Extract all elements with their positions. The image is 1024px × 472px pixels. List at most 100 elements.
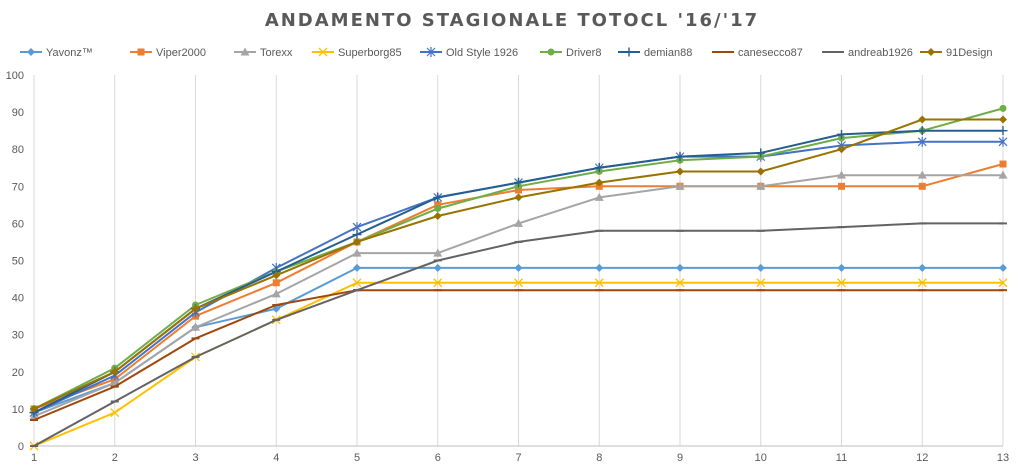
legend-item: canesecco87 — [712, 47, 803, 59]
data-point — [998, 278, 1008, 288]
data-point — [918, 115, 927, 124]
y-tick-label: 10 — [12, 404, 24, 416]
legend-label: andreab1926 — [848, 47, 913, 59]
data-point — [352, 248, 362, 257]
chart-title: ANDAMENTO STAGIONALE TOTOCL '16/'17 — [264, 10, 760, 31]
data-point — [837, 278, 846, 288]
legend-marker — [240, 47, 250, 56]
data-point — [433, 192, 443, 202]
legend-label: Old Style 1926 — [446, 47, 518, 59]
x-tick-label: 10 — [755, 452, 767, 464]
y-tick-label: 50 — [12, 256, 24, 268]
x-tick-label: 5 — [354, 452, 360, 464]
data-point — [756, 148, 766, 158]
data-point — [594, 192, 604, 201]
x-tick-label: 2 — [112, 452, 118, 464]
legend-item: Superborg85 — [312, 47, 402, 59]
legend-label: canesecco87 — [738, 47, 803, 59]
data-point — [433, 263, 442, 272]
legend-item: andreab1926 — [822, 47, 913, 59]
data-point — [514, 178, 523, 188]
y-tick-label: 70 — [12, 181, 24, 193]
y-tick-label: 80 — [12, 144, 24, 156]
data-point — [434, 201, 442, 209]
data-point — [515, 186, 522, 194]
data-point — [998, 136, 1008, 147]
data-point — [999, 160, 1007, 168]
legend-marker — [137, 48, 145, 56]
data-point — [917, 126, 927, 136]
data-point — [837, 145, 846, 154]
legend-item: Yavonz™ — [20, 47, 93, 59]
x-tick-label: 7 — [515, 452, 521, 464]
data-point — [271, 289, 281, 298]
data-point — [675, 181, 685, 190]
data-point — [917, 170, 927, 179]
data-point — [675, 152, 685, 162]
data-point — [433, 248, 443, 257]
data-point — [191, 304, 200, 313]
legend-marker — [927, 48, 935, 56]
data-point — [675, 278, 685, 288]
data-point — [837, 129, 846, 139]
legend-label: Viper2000 — [156, 47, 206, 59]
data-point — [352, 278, 362, 288]
data-point — [514, 193, 523, 202]
legend-marker — [426, 47, 436, 57]
data-point — [272, 279, 280, 287]
data-point — [998, 126, 1008, 136]
data-point — [514, 278, 523, 288]
data-point — [999, 104, 1007, 112]
legend-marker — [318, 47, 328, 57]
data-point — [433, 278, 443, 288]
data-point — [756, 263, 765, 272]
y-tick-label: 60 — [12, 218, 24, 230]
data-point — [999, 115, 1007, 124]
data-point — [434, 205, 442, 213]
data-point — [352, 230, 362, 240]
legend-marker — [27, 48, 35, 56]
data-point — [756, 181, 766, 190]
legend-item: 91Design — [920, 47, 992, 59]
data-point — [594, 163, 604, 173]
legend-marker — [624, 47, 634, 57]
x-tick-label: 3 — [192, 452, 198, 464]
x-tick-label: 9 — [677, 452, 683, 464]
x-tick-label: 6 — [435, 452, 441, 464]
legend-item: Torexx — [234, 47, 293, 59]
legend-label: Yavonz™ — [46, 47, 93, 59]
data-point — [110, 367, 119, 376]
legend-item: Driver8 — [540, 47, 601, 59]
y-tick-label: 0 — [18, 441, 24, 453]
x-tick-label: 13 — [997, 452, 1009, 464]
data-point — [676, 167, 684, 176]
data-point — [918, 182, 926, 190]
data-point — [353, 237, 361, 246]
data-point — [917, 136, 927, 147]
gridlines — [33, 75, 1004, 446]
legend-label: Superborg85 — [338, 47, 402, 59]
data-point — [514, 263, 523, 272]
data-point — [756, 278, 766, 288]
legend-label: Torexx — [260, 47, 293, 59]
legend-item: Viper2000 — [130, 47, 206, 59]
legend-item: demian88 — [618, 47, 692, 59]
data-point — [433, 211, 442, 220]
data-point — [838, 182, 845, 190]
data-point — [595, 178, 604, 187]
y-tick-label: 20 — [12, 367, 24, 379]
data-point — [594, 278, 604, 288]
data-point — [917, 278, 927, 288]
data-point — [756, 167, 765, 176]
legend-marker — [547, 48, 555, 56]
x-tick-label: 1 — [31, 452, 37, 464]
data-point — [30, 404, 38, 413]
data-point — [353, 263, 361, 272]
x-tick-label: 11 — [836, 452, 847, 464]
data-point — [595, 263, 604, 272]
data-point — [191, 322, 200, 331]
y-tick-label: 40 — [12, 293, 24, 305]
